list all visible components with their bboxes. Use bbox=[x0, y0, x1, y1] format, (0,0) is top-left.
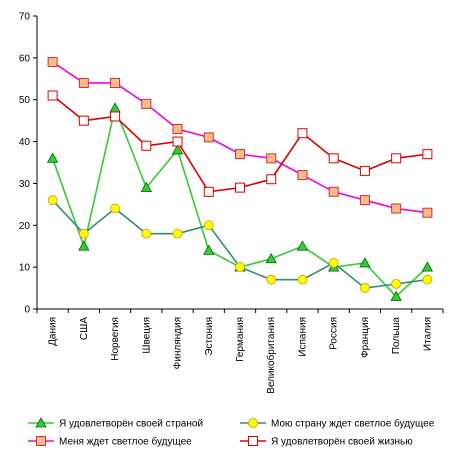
legend-item: Мою страну ждет светлое будущее bbox=[240, 418, 435, 430]
x-tick-label: Россия bbox=[329, 317, 340, 350]
data-point bbox=[172, 228, 183, 239]
x-tick-label: Эстония bbox=[204, 317, 215, 356]
data-point bbox=[172, 124, 183, 135]
data-point bbox=[266, 153, 277, 164]
y-axis-ticks: 0 10 20 30 40 50 60 70 bbox=[19, 12, 37, 316]
data-point bbox=[171, 144, 184, 155]
y-tick-label: 60 bbox=[19, 53, 31, 64]
legend-label: Мою страну ждет светлое будущее bbox=[271, 418, 435, 430]
legend: Я удовлетворён своей страной Мою страну ж… bbox=[28, 417, 435, 448]
data-point bbox=[421, 261, 434, 272]
data-point bbox=[78, 115, 89, 126]
data-point bbox=[141, 228, 152, 239]
series-personal-future bbox=[47, 57, 433, 218]
y-tick-label: 20 bbox=[19, 221, 31, 232]
data-point bbox=[391, 203, 402, 214]
data-point bbox=[422, 274, 433, 285]
data-point bbox=[296, 240, 309, 251]
data-point bbox=[391, 153, 402, 164]
data-point bbox=[390, 290, 402, 301]
x-tick-label: Испания bbox=[297, 317, 308, 357]
data-point bbox=[235, 262, 245, 273]
x-tick-label: Германия bbox=[235, 317, 246, 362]
y-tick-label: 0 bbox=[24, 305, 30, 316]
data-point bbox=[235, 182, 245, 193]
data-point bbox=[359, 165, 370, 176]
data-point bbox=[203, 244, 215, 255]
series-country-future bbox=[47, 195, 433, 293]
legend-label: Я удовлетворён своей жизнью bbox=[271, 437, 413, 448]
data-point bbox=[78, 77, 89, 88]
data-point bbox=[266, 174, 277, 185]
data-point bbox=[203, 220, 214, 231]
data-point bbox=[359, 257, 371, 268]
series-line bbox=[52, 94, 428, 193]
data-point bbox=[109, 102, 121, 113]
data-point bbox=[422, 149, 433, 160]
data-point bbox=[47, 90, 58, 101]
axes bbox=[36, 16, 443, 310]
y-tick-label: 50 bbox=[19, 95, 31, 106]
data-point bbox=[47, 195, 58, 206]
data-point bbox=[297, 274, 308, 285]
x-tick-label: США bbox=[79, 317, 90, 340]
data-point bbox=[297, 170, 308, 181]
x-axis-ticks: Дания США Норвегия Швеция Финляндия Эстония Ге… bbox=[36, 309, 444, 394]
legend-item: Я удовлетворён своей жизнью bbox=[240, 436, 413, 448]
data-point bbox=[328, 153, 339, 164]
x-tick-label: Франция bbox=[360, 317, 371, 358]
y-tick-label: 30 bbox=[19, 179, 31, 190]
y-tick-label: 70 bbox=[19, 12, 31, 23]
legend-marker bbox=[35, 417, 47, 428]
data-point bbox=[360, 283, 370, 293]
series-life-satisfaction bbox=[47, 90, 433, 197]
y-tick-label: 40 bbox=[19, 137, 31, 148]
legend-marker bbox=[248, 436, 258, 446]
data-point bbox=[47, 57, 58, 68]
data-point bbox=[328, 258, 339, 268]
data-point bbox=[78, 228, 89, 239]
data-point bbox=[203, 186, 214, 197]
x-tick-label: Великобритания bbox=[265, 317, 277, 394]
data-point bbox=[141, 98, 152, 109]
data-point bbox=[140, 181, 152, 193]
data-point bbox=[235, 149, 245, 160]
data-point bbox=[110, 77, 121, 88]
legend-item: Я удовлетворён своей страной bbox=[28, 417, 203, 430]
data-point bbox=[141, 140, 152, 151]
data-point bbox=[265, 252, 277, 264]
data-point bbox=[328, 186, 339, 197]
legend-marker bbox=[36, 436, 46, 446]
data-point bbox=[46, 152, 59, 163]
data-point bbox=[110, 203, 120, 214]
legend-marker bbox=[248, 418, 258, 428]
legend-label: Я удовлетворён своей страной bbox=[59, 419, 203, 430]
x-tick-label: Финляндия bbox=[173, 317, 184, 369]
data-point bbox=[172, 136, 183, 147]
data-point bbox=[203, 132, 214, 143]
legend-label: Меня ждет светлое будущее bbox=[59, 436, 192, 448]
data-point bbox=[359, 195, 370, 206]
x-tick-label: Швеция bbox=[141, 317, 152, 354]
x-tick-label: Норвегия bbox=[110, 317, 121, 361]
data-point bbox=[266, 274, 277, 285]
y-tick-label: 10 bbox=[19, 263, 31, 274]
series-group bbox=[46, 57, 434, 301]
series-line bbox=[52, 199, 428, 289]
legend-item: Меня ждет светлое будущее bbox=[28, 436, 192, 448]
data-point bbox=[391, 278, 402, 289]
data-point bbox=[78, 240, 90, 251]
data-point bbox=[110, 111, 121, 122]
x-tick-label: Дания bbox=[48, 317, 59, 346]
data-point bbox=[297, 128, 308, 139]
data-point bbox=[422, 207, 433, 218]
x-tick-label: Польша bbox=[391, 317, 402, 355]
x-tick-label: Италия bbox=[422, 317, 433, 351]
